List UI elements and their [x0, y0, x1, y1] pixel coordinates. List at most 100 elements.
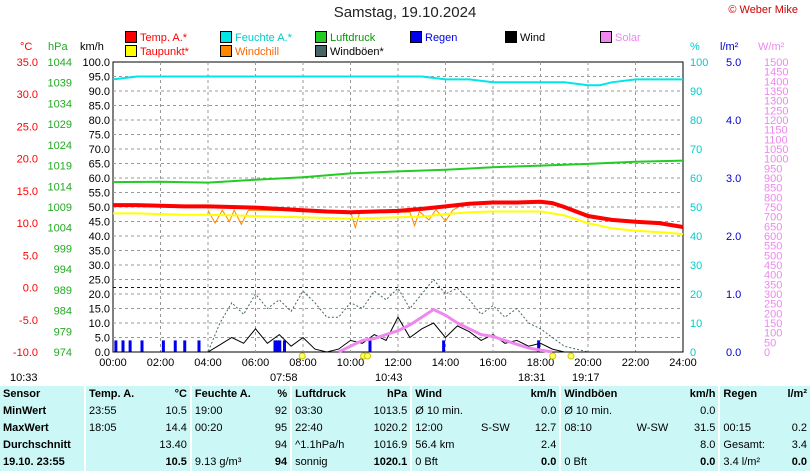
pct-tick-label: 0	[690, 347, 696, 359]
kmh-unit-label: km/h	[80, 41, 104, 53]
solar-tick-label: 400	[764, 270, 782, 282]
temp-time	[84, 437, 149, 454]
rain-tick-label: 1.0	[726, 289, 741, 301]
pct-tick-label: 10	[690, 318, 702, 330]
pressure-value: 1020.2	[373, 422, 408, 434]
kmh-tick-label: 85.0	[89, 101, 110, 113]
hpa-tick-label: 1024	[48, 140, 72, 152]
pressure-time: 22:40	[290, 420, 362, 437]
header-temp: Temp. A.	[84, 386, 149, 403]
legend-item-humidity: Feuchte A.*	[220, 31, 292, 44]
hpa-tick-label: 1009	[48, 202, 72, 214]
solar-tick-label: 1450	[764, 67, 788, 79]
solar-tick-label: 350	[764, 279, 782, 291]
celsius-tick-label: -5.0	[19, 315, 38, 327]
solar-tick-label: 0	[764, 347, 770, 359]
legend: Temp. A.* Feuchte A.* Luftdruck Regen Wi…	[0, 30, 810, 60]
hpa-tick-label: 979	[54, 326, 72, 338]
solar-tick-label: 1200	[764, 115, 788, 127]
gust-value: 0.0	[700, 405, 716, 417]
kmh-tick-label: 30.0	[89, 260, 110, 272]
hpa-tick-label: 999	[54, 243, 72, 255]
pct-tick-label: 30	[690, 260, 702, 272]
gust-time: 0 Bft	[559, 454, 634, 471]
humidity-value: 94	[274, 439, 288, 451]
solar-tick-label: 1300	[764, 96, 788, 108]
rain-bar	[121, 340, 125, 352]
hpa-tick-label: 984	[54, 306, 72, 318]
header-rain: Regen	[718, 386, 779, 403]
celsius-tick-label: 30.0	[17, 89, 38, 101]
pressure-value: 1020.1	[373, 456, 408, 468]
hpa-tick-label: 1039	[48, 78, 72, 90]
wind-time: 12:00	[410, 420, 478, 437]
header-pressure: Luftdruck	[290, 386, 362, 403]
x-tick-label: 02:00	[147, 357, 175, 369]
legend-item-pressure: Luftdruck	[315, 31, 375, 44]
pressure-time: 03:30	[290, 403, 362, 420]
rain-unit-label: l/m²	[720, 41, 739, 53]
rain-value: 3.4	[791, 439, 807, 451]
gust-value: 0.0	[700, 456, 716, 468]
rain-tick-label: 5.0	[726, 57, 741, 69]
hpa-unit-label: hPa	[48, 41, 68, 53]
celsius-tick-label: 5.0	[23, 250, 38, 262]
wind-direction	[478, 403, 520, 420]
header-wind: Wind	[410, 386, 478, 403]
pct-unit-label: %	[690, 41, 700, 53]
celsius-tick-label: 10.0	[17, 218, 38, 230]
solar-tick-label: 600	[764, 231, 782, 243]
temp-time: 18:05	[84, 420, 149, 437]
stats-row-min: MinWert 23:55 10.5 19:00 92 03:30 1013.5…	[0, 403, 810, 420]
x-tick-label: 24:00	[669, 357, 697, 369]
temp-value: 10.5	[165, 405, 187, 417]
rain-bar	[537, 340, 541, 352]
humidity-time	[189, 437, 268, 454]
kmh-tick-label: 25.0	[89, 275, 110, 287]
gust-direction	[634, 403, 680, 420]
wind-direction: S-SW	[481, 422, 510, 434]
gust-time: Ø 10 min.	[559, 403, 634, 420]
temp-value: 14.4	[165, 422, 187, 434]
rain-bar	[275, 340, 279, 352]
kmh-tick-label: 55.0	[89, 188, 110, 200]
row-label: MinWert	[3, 405, 47, 417]
x-tick-label: 08:00	[289, 357, 317, 369]
legend-item-temp: Temp. A.*	[125, 31, 187, 44]
header-wind-unit: km/h	[530, 388, 557, 400]
rain-bar	[140, 340, 144, 352]
temp-value: 10.5	[165, 456, 187, 468]
kmh-tick-label: 50.0	[89, 202, 110, 214]
pct-tick-label: 60	[690, 173, 702, 185]
celsius-tick-label: -10.0	[13, 347, 38, 359]
kmh-tick-label: 5.0	[95, 333, 110, 345]
rain-bar	[273, 340, 277, 352]
x-tick-label: 18:00	[527, 357, 555, 369]
header-pressure-unit: hPa	[387, 388, 408, 400]
solar-unit-label: W/m²	[758, 41, 785, 53]
series-line	[207, 205, 460, 230]
gust-time: 08:10	[559, 420, 634, 437]
header-humidity: Feuchte A.	[189, 386, 268, 403]
series-line	[113, 199, 684, 229]
hpa-tick-label: 1044	[48, 57, 72, 69]
rain-tick-label: 4.0	[726, 115, 741, 127]
legend-item-dewpoint: Taupunkt*	[125, 45, 189, 58]
x-tick-label: 20:00	[574, 357, 602, 369]
celsius-tick-label: 25.0	[17, 121, 38, 133]
sun-event-label: 18:31	[518, 372, 546, 384]
kmh-tick-label: 45.0	[89, 217, 110, 229]
sun-marker	[549, 352, 557, 360]
x-tick-label: 00:00	[99, 357, 127, 369]
rain-time	[718, 403, 779, 420]
sun-event-label: 10:33	[10, 372, 38, 384]
header-gusts: Windböen	[559, 386, 634, 403]
hpa-tick-label: 1034	[48, 98, 72, 110]
solar-tick-label: 800	[764, 192, 782, 204]
hpa-tick-label: 994	[54, 264, 72, 276]
solar-tick-label: 250	[764, 299, 782, 311]
rain-bar	[278, 340, 282, 352]
solar-tick-label: 650	[764, 221, 782, 233]
solar-tick-label: 1100	[764, 134, 788, 146]
header-temp-unit: °C	[174, 388, 187, 400]
